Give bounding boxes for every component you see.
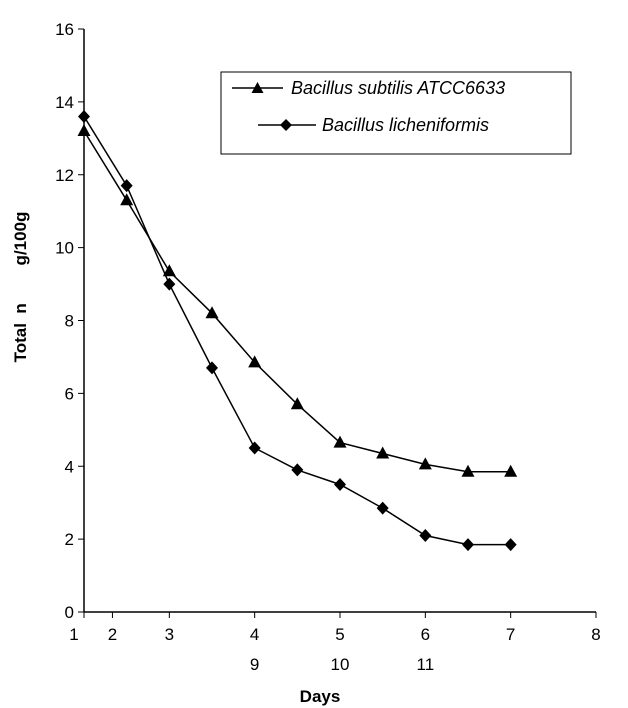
data-point xyxy=(462,538,474,552)
x-tick-label: 4 xyxy=(250,625,259,644)
data-point xyxy=(376,446,390,459)
data-point xyxy=(504,538,517,552)
x-tick-label-secondary: 9 xyxy=(250,655,259,674)
data-point xyxy=(419,528,432,542)
series-line xyxy=(83,116,511,546)
x-tick-label: 5 xyxy=(335,625,344,644)
data-point xyxy=(248,441,261,455)
y-tick-label: 12 xyxy=(55,166,74,185)
series-1 xyxy=(77,124,518,477)
data-point xyxy=(461,464,475,477)
data-point xyxy=(205,306,219,319)
x-tick-label-secondary: 10 xyxy=(331,655,350,674)
data-point xyxy=(248,355,262,368)
data-point xyxy=(163,277,176,291)
data-point xyxy=(120,193,134,206)
legend-label-series-1: Bacillus subtilis ATCC6633 xyxy=(291,78,505,98)
series-2 xyxy=(78,109,517,552)
x-tick-label: 7 xyxy=(506,625,515,644)
y-tick-label: 14 xyxy=(55,93,74,112)
legend-box xyxy=(220,71,572,155)
x-tick-label: 1 xyxy=(69,625,78,644)
data-point xyxy=(290,397,304,410)
series-layer xyxy=(77,109,518,552)
data-point xyxy=(334,477,346,491)
data-point xyxy=(376,501,389,515)
data-point xyxy=(78,109,90,123)
y-tick-label: 16 xyxy=(55,20,74,39)
y-tick-label: 6 xyxy=(65,384,74,403)
series-line xyxy=(83,130,511,473)
x-tick-label: 2 xyxy=(108,625,117,644)
x-tick-label: 6 xyxy=(421,625,430,644)
data-point xyxy=(504,464,518,477)
y-tick-label: 4 xyxy=(65,457,74,476)
x-tick-label: 8 xyxy=(591,625,600,644)
legend-marker-series-1 xyxy=(251,82,264,93)
data-point xyxy=(206,361,218,375)
legend-label-series-2: Bacillus licheniformis xyxy=(322,115,489,135)
data-point xyxy=(333,435,347,448)
data-point xyxy=(77,124,91,137)
y-axis-title: Total n g/100g xyxy=(11,212,30,363)
x-tick-label: 3 xyxy=(165,625,174,644)
data-point xyxy=(291,463,304,477)
legend-marker-series-2 xyxy=(280,119,292,131)
y-tick-label: 0 xyxy=(65,603,74,622)
y-tick-label: 8 xyxy=(65,312,74,331)
x-tick-label-secondary: 11 xyxy=(417,655,435,674)
data-point xyxy=(162,264,176,277)
x-axis-title: Days xyxy=(300,687,341,706)
data-point xyxy=(418,457,432,470)
y-tick-label: 2 xyxy=(65,530,74,549)
legend: Bacillus subtilis ATCC6633 Bacillus lich… xyxy=(220,71,572,155)
y-tick-label: 10 xyxy=(55,239,74,258)
data-point xyxy=(120,179,133,193)
